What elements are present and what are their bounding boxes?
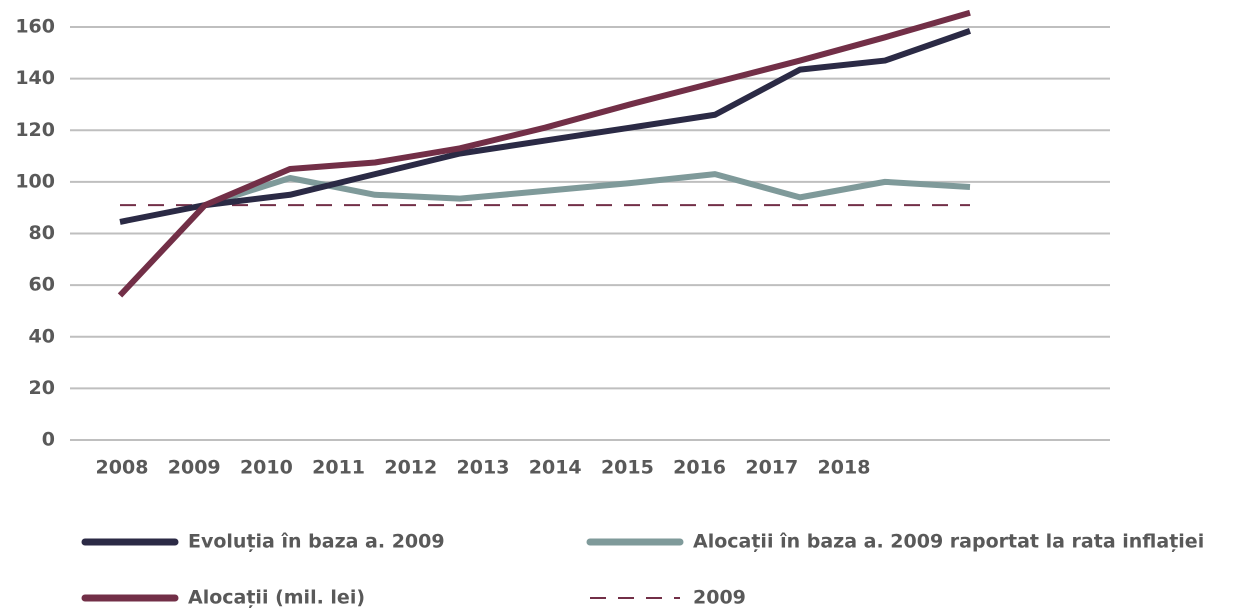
y-tick-label: 140 [15,67,55,89]
y-tick-label: 80 [29,222,55,244]
y-tick-label: 20 [29,377,55,399]
x-tick-label: 2015 [601,457,654,479]
series-line [119,28,971,225]
y-tick-label: 60 [29,274,55,296]
series-line [117,9,971,298]
y-tick-label: 100 [15,170,55,192]
legend-label: Alocații în baza a. 2009 raportat la rat… [693,531,1204,553]
y-tick-label: 120 [15,119,55,141]
x-tick-label: 2011 [312,457,365,479]
legend-label: Alocații (mil. lei) [188,587,365,609]
x-tick-label: 2009 [168,457,221,479]
x-tick-label: 2008 [96,457,149,479]
y-tick-label: 160 [15,16,55,38]
x-tick-label: 2016 [673,457,726,479]
x-tick-label: 2018 [818,457,871,479]
y-tick-label: 0 [42,429,55,451]
x-tick-label: 2012 [384,457,437,479]
x-tick-label: 2017 [745,457,798,479]
legend-label: Evoluția în baza a. 2009 [188,531,445,553]
y-tick-label: 40 [29,325,55,347]
legend-label: 2009 [693,587,746,609]
x-tick-label: 2010 [240,457,293,479]
x-tick-label: 2014 [529,457,582,479]
x-tick-label: 2013 [457,457,510,479]
